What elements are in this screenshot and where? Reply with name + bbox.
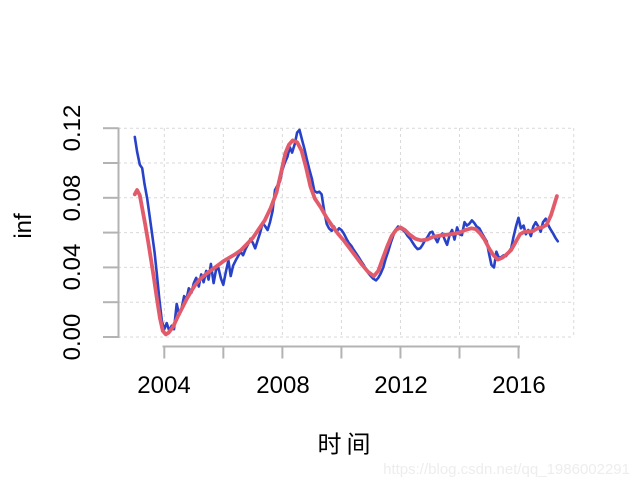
smoothed-series-line xyxy=(132,138,559,337)
watermark: https://blog.csdn.net/qq_1986002291 xyxy=(383,461,630,478)
y-axis-title: inf xyxy=(10,213,37,239)
observed-series-line xyxy=(133,128,560,333)
y-tick-label: 0.08 xyxy=(59,174,86,222)
x-tick-label: 2012 xyxy=(374,372,428,399)
y-tick-label: 0.04 xyxy=(59,243,86,291)
x-axis-title: 时间 xyxy=(317,431,376,459)
y-tick-label: 0.12 xyxy=(59,104,86,152)
x-tick-label: 2004 xyxy=(137,372,191,399)
x-tick-label: 2016 xyxy=(492,372,546,399)
x-tick-label: 2008 xyxy=(256,372,310,399)
y-tick-label: 0.00 xyxy=(59,313,86,361)
